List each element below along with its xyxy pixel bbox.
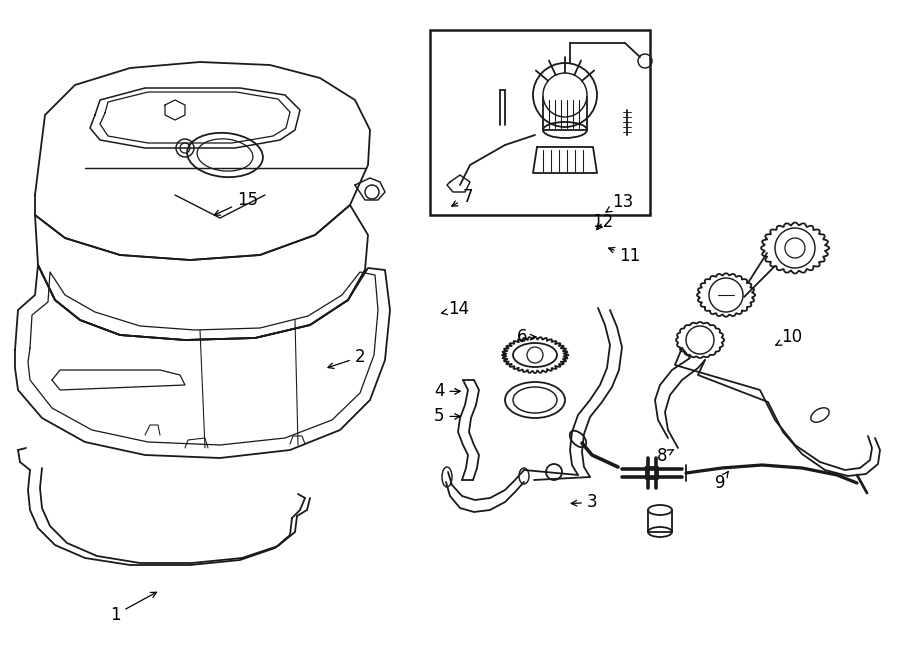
Text: 1: 1 (110, 592, 157, 624)
Text: 9: 9 (715, 471, 728, 492)
Text: 6: 6 (517, 328, 535, 346)
Text: 15: 15 (214, 190, 258, 215)
Text: 3: 3 (572, 493, 598, 512)
Text: 11: 11 (608, 247, 641, 266)
Bar (430, 30, 650, 215)
Text: 10: 10 (776, 328, 803, 346)
Text: 12: 12 (592, 213, 614, 231)
Text: 14: 14 (442, 300, 470, 319)
Text: 8: 8 (657, 447, 673, 465)
Text: 13: 13 (606, 192, 634, 212)
Text: 5: 5 (434, 407, 460, 426)
Text: 7: 7 (452, 188, 473, 206)
Text: 2: 2 (328, 348, 365, 368)
Text: 4: 4 (434, 382, 460, 401)
